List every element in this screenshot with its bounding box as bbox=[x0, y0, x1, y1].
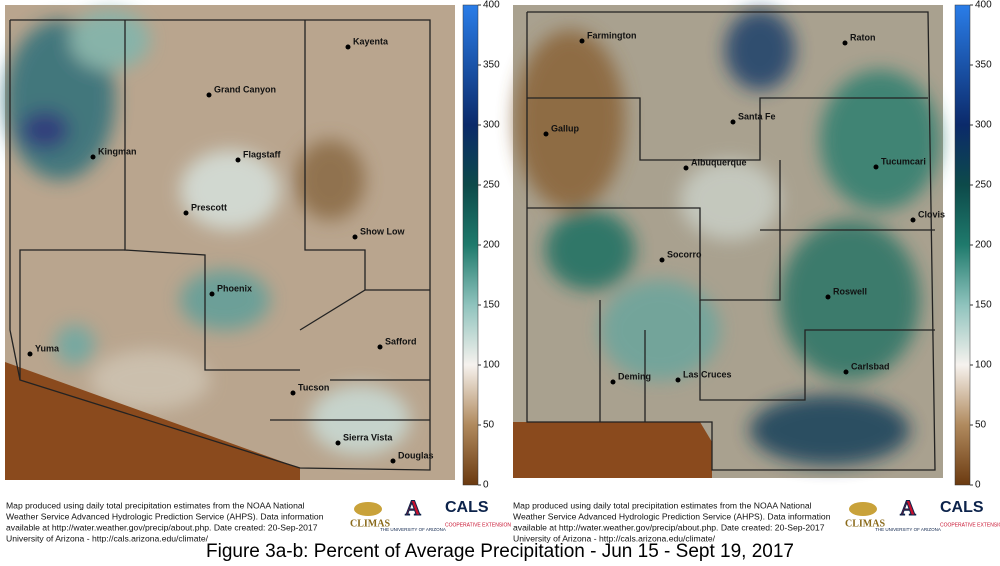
city-dot bbox=[610, 379, 616, 385]
city-label: Carlsbad bbox=[851, 361, 890, 371]
city-dot bbox=[390, 458, 396, 464]
city-label: Farmington bbox=[587, 30, 637, 40]
colorbar-tick-label: 250 bbox=[975, 180, 992, 191]
city-label: Safford bbox=[385, 336, 417, 346]
city-dot bbox=[377, 344, 383, 350]
footer-text: University of Arizona - http://cals.ariz… bbox=[513, 533, 716, 543]
city-dot bbox=[843, 369, 849, 375]
city-dot bbox=[335, 440, 341, 446]
footer-text: Map produced using daily total precipita… bbox=[513, 500, 812, 510]
city-dot bbox=[873, 164, 879, 170]
city-dot bbox=[27, 351, 33, 357]
city-dot bbox=[352, 234, 358, 240]
city-dot bbox=[579, 38, 585, 44]
city-dot bbox=[543, 131, 549, 137]
city-dot bbox=[345, 44, 351, 50]
colorbar bbox=[462, 4, 479, 486]
city-label: Show Low bbox=[360, 226, 405, 236]
city-label: Raton bbox=[850, 32, 876, 42]
city-label: Clovis bbox=[918, 209, 945, 219]
ua-logo: THE UNIVERSITY OF ARIZONA bbox=[875, 527, 941, 532]
city-label: Douglas bbox=[398, 450, 434, 460]
colorbar-tick-label: 200 bbox=[975, 240, 992, 251]
city-dot bbox=[842, 40, 848, 46]
footer-text: Weather Service Advanced Hydrologic Pred… bbox=[513, 511, 831, 521]
colorbar bbox=[954, 4, 971, 486]
ua-logo-mark: A bbox=[405, 495, 421, 520]
city-label: Tucson bbox=[298, 382, 329, 392]
city-dot bbox=[183, 210, 189, 216]
city-label: Prescott bbox=[191, 202, 227, 212]
city-label: Las Cruces bbox=[683, 369, 732, 379]
cals-logo: CALS bbox=[445, 499, 489, 516]
city-dot bbox=[206, 92, 212, 98]
arizona-map bbox=[5, 5, 455, 480]
colorbar-tick-label: 400 bbox=[975, 0, 992, 11]
city-label: Flagstaff bbox=[243, 149, 282, 159]
city-dot bbox=[675, 377, 681, 383]
city-dot bbox=[90, 154, 96, 160]
colorbar-tick-label: 350 bbox=[483, 60, 500, 71]
city-dot bbox=[683, 165, 689, 171]
colorbar-tick-label: 150 bbox=[483, 300, 500, 311]
colorbar-tick-label: 100 bbox=[975, 360, 992, 371]
city-label: Tucumcari bbox=[881, 156, 926, 166]
city-dot bbox=[730, 119, 736, 125]
colorbar-tick-label: 200 bbox=[483, 240, 500, 251]
footer-text: University of Arizona - http://cals.ariz… bbox=[6, 533, 209, 543]
footer-text: available at http://water.weather.gov/pr… bbox=[6, 522, 318, 532]
ua-logo-mark: A bbox=[900, 495, 916, 520]
colorbar-tick-label: 300 bbox=[975, 120, 992, 131]
colorbar-tick-label: 350 bbox=[975, 60, 992, 71]
city-label: Sierra Vista bbox=[343, 432, 393, 442]
colorbar-tick-label: 50 bbox=[483, 420, 495, 431]
colorbar-tick-label: 50 bbox=[975, 420, 987, 431]
city-dot bbox=[659, 257, 665, 263]
city-label: Kingman bbox=[98, 146, 137, 156]
colorbar-tick-label: 300 bbox=[483, 120, 500, 131]
city-label: Grand Canyon bbox=[214, 84, 276, 94]
climas-logo: CLIMAS bbox=[845, 518, 885, 529]
colorbar-tick-label: 0 bbox=[483, 480, 489, 491]
city-dot bbox=[825, 294, 831, 300]
cals-logo: CALS bbox=[940, 499, 984, 516]
extension-logo: COOPERATIVE EXTENSION bbox=[445, 522, 511, 528]
city-label: Kayenta bbox=[353, 36, 389, 46]
colorbar-tick-label: 400 bbox=[483, 0, 500, 11]
climas-logo-icon bbox=[354, 502, 382, 516]
extension-logo: COOPERATIVE EXTENSION bbox=[940, 522, 1000, 528]
city-label: Yuma bbox=[35, 343, 60, 353]
colorbar-tick-label: 250 bbox=[483, 180, 500, 191]
city-label: Albuquerque bbox=[691, 157, 747, 167]
footer-text: Map produced using daily total precipita… bbox=[6, 500, 305, 510]
ua-logo: THE UNIVERSITY OF ARIZONA bbox=[380, 527, 446, 532]
colorbar-tick-label: 0 bbox=[975, 480, 981, 491]
city-dot bbox=[290, 390, 296, 396]
city-label: Phoenix bbox=[217, 283, 252, 293]
colorbar-tick-label: 100 bbox=[483, 360, 500, 371]
city-label: Santa Fe bbox=[738, 111, 776, 121]
footer-text: Weather Service Advanced Hydrologic Pred… bbox=[6, 511, 324, 521]
city-dot bbox=[910, 217, 916, 223]
city-label: Roswell bbox=[833, 286, 867, 296]
figure-caption: Figure 3a-b: Percent of Average Precipit… bbox=[206, 541, 794, 562]
colorbar-tick-label: 150 bbox=[975, 300, 992, 311]
climas-logo-icon bbox=[849, 502, 877, 516]
new-mexico-map bbox=[513, 5, 943, 478]
climas-logo: CLIMAS bbox=[350, 518, 390, 529]
footer-text: available at http://water.weather.gov/pr… bbox=[513, 522, 825, 532]
city-label: Deming bbox=[618, 371, 651, 381]
city-dot bbox=[235, 157, 241, 163]
city-label: Socorro bbox=[667, 249, 702, 259]
city-label: Gallup bbox=[551, 123, 580, 133]
city-dot bbox=[209, 291, 215, 297]
